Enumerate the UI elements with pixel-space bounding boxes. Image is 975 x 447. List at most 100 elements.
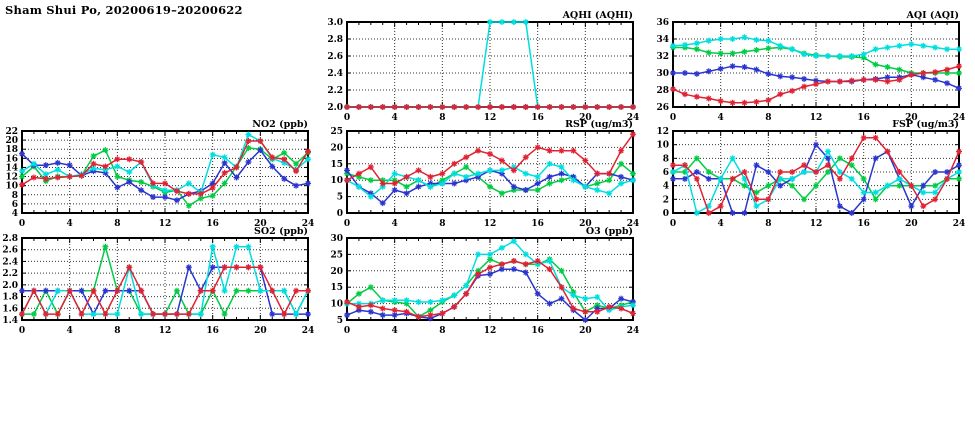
series-blue	[344, 266, 636, 323]
y-tick-label: 5	[337, 316, 343, 326]
chart-title-aqi: AQI (AQI)	[906, 10, 959, 21]
series-red	[344, 131, 636, 187]
series-red-markers	[344, 257, 636, 320]
chart-svg-so2: 1.4 1.61.8 2.0 2.2 2.42.6 2.8 0 4 8 12 16 20 24 SO2 (…	[2, 226, 314, 336]
y-tick-label: 12	[5, 173, 18, 183]
x-tick-label: 16	[857, 113, 870, 123]
y-tick-label: 15	[330, 160, 343, 170]
axis-labels: 1.4 1.61.8 2.0 2.2 2.42.6 2.8 0 4 8 12 16 20 24	[2, 234, 314, 336]
y-tick-label: 2.6	[327, 52, 343, 62]
x-tick-label: 0	[344, 326, 350, 336]
gridlines	[673, 22, 959, 107]
x-tick-label: 20	[905, 113, 918, 123]
y-tick-label: 30	[330, 234, 343, 244]
y-tick-label: 10	[5, 182, 18, 192]
x-tick-label: 8	[765, 113, 771, 123]
page-title: Sham Shui Po, 20200619–20200622	[5, 3, 243, 17]
axis-labels: 26 28 30 32 34 36 0 4 8 12 16 20 24	[656, 18, 965, 123]
x-tick-label: 8	[114, 326, 120, 336]
x-tick-label: 20	[579, 219, 592, 229]
chart-svg-aqi: 26 28 30 32 34 36 0 4 8 12 16 20 24 AQI (AQI)	[656, 10, 965, 123]
series-red-markers	[670, 134, 962, 216]
x-tick-label: 16	[531, 113, 544, 123]
axis-labels: 2.0 2.2 2.4 2.6 2.8 3.0 0 4 8 12 16 20 24	[327, 18, 639, 123]
x-tick-label: 0	[670, 219, 676, 229]
y-tick-label: 25	[330, 127, 343, 137]
chart-aqi: 26 28 30 32 34 36 0 4 8 12 16 20 24 AQI (AQI)	[651, 8, 975, 131]
series-red-markers	[19, 138, 311, 197]
chart-rsp: 0 5 10 15 20 25 0 4 8 12 16 20 24 RSP (ug/m3)	[325, 117, 649, 237]
y-tick-label: 25	[330, 250, 343, 260]
y-tick-label: 18	[5, 145, 18, 155]
y-tick-label: 0	[663, 209, 669, 219]
gridlines	[347, 22, 633, 107]
y-tick-label: 36	[656, 18, 669, 28]
x-tick-label: 4	[67, 219, 73, 229]
y-tick-label: 5	[337, 193, 343, 203]
y-tick-label: 20	[5, 136, 18, 146]
x-tick-label: 16	[857, 219, 870, 229]
chart-so2: 1.4 1.6 1.8 2.0 2.2 2.4 2.6 2.8 0 4 8 12 16 20 24 SO2 (…	[0, 224, 324, 344]
x-tick-label: 16	[206, 219, 219, 229]
y-tick-label: 2.8	[327, 35, 343, 45]
series-red-markers	[344, 104, 636, 110]
series-red	[670, 63, 962, 106]
y-tick-label: 1.8	[2, 293, 18, 303]
y-tick-label: 10	[330, 176, 343, 186]
y-tick-label: 1.6	[2, 304, 18, 314]
gridlines	[22, 238, 308, 320]
x-tick-label: 12	[810, 113, 823, 123]
x-tick-label: 20	[579, 113, 592, 123]
x-tick-label: 4	[67, 326, 73, 336]
x-tick-label: 0	[344, 113, 350, 123]
chart-title-rsp: RSP (ug/m3)	[565, 119, 633, 130]
x-tick-label: 12	[810, 219, 823, 229]
chart-title-so2: SO2 (ppb)	[254, 226, 308, 237]
x-tick-label: 8	[439, 219, 445, 229]
x-tick-label: 12	[159, 219, 172, 229]
x-tick-label: 12	[484, 219, 497, 229]
y-tick-label: 2.0	[2, 281, 18, 291]
series-red	[19, 264, 311, 318]
x-tick-label: 8	[439, 113, 445, 123]
chart-title-aqhi: AQHI (AQHI)	[562, 10, 633, 21]
y-tick-label: 4	[12, 209, 18, 219]
x-tick-label: 20	[579, 326, 592, 336]
y-tick-label: 32	[656, 52, 669, 62]
chart-o3: 5 10 15 20 25 30 0 4 8 12 16 20 24 O3 (ppb)	[325, 224, 649, 344]
series-red-markers	[670, 63, 962, 106]
x-tick-label: 24	[302, 326, 315, 336]
x-tick-label: 12	[484, 113, 497, 123]
y-tick-label: 8	[663, 154, 669, 164]
chart-no2: 4 6 8 10 12 14 16 18 20 22 0 4 8 12 16 20 24 NO2 (ppb)	[0, 117, 324, 237]
y-tick-label: 12	[656, 127, 669, 137]
y-tick-label: 2.8	[2, 234, 18, 244]
y-tick-label: 28	[656, 86, 669, 96]
y-tick-label: 2.2	[2, 269, 18, 279]
x-tick-label: 24	[627, 113, 640, 123]
series-cyan	[344, 160, 636, 200]
x-tick-label: 4	[718, 219, 724, 229]
x-tick-label: 0	[19, 326, 25, 336]
gridlines	[22, 131, 308, 213]
chart-title-no2: NO2 (ppb)	[252, 119, 308, 130]
series-red	[19, 138, 311, 197]
x-tick-label: 0	[344, 219, 350, 229]
y-tick-label: 16	[5, 154, 18, 164]
chart-title-o3: O3 (ppb)	[586, 226, 633, 237]
x-tick-label: 16	[206, 326, 219, 336]
y-tick-label: 20	[330, 143, 343, 153]
chart-svg-rsp: 0 5 10 15 20 25 0 4 8 12 16 20 24 RSP (ug/m3)	[330, 119, 639, 229]
x-tick-label: 12	[484, 326, 497, 336]
tick-marks	[21, 130, 309, 214]
x-tick-label: 8	[114, 219, 120, 229]
series-red	[344, 257, 636, 320]
series-red-markers	[344, 131, 636, 187]
x-tick-label: 12	[159, 326, 172, 336]
x-tick-label: 4	[392, 326, 398, 336]
y-tick-label: 2	[663, 195, 669, 205]
x-tick-label: 0	[19, 219, 25, 229]
x-tick-label: 20	[254, 326, 267, 336]
